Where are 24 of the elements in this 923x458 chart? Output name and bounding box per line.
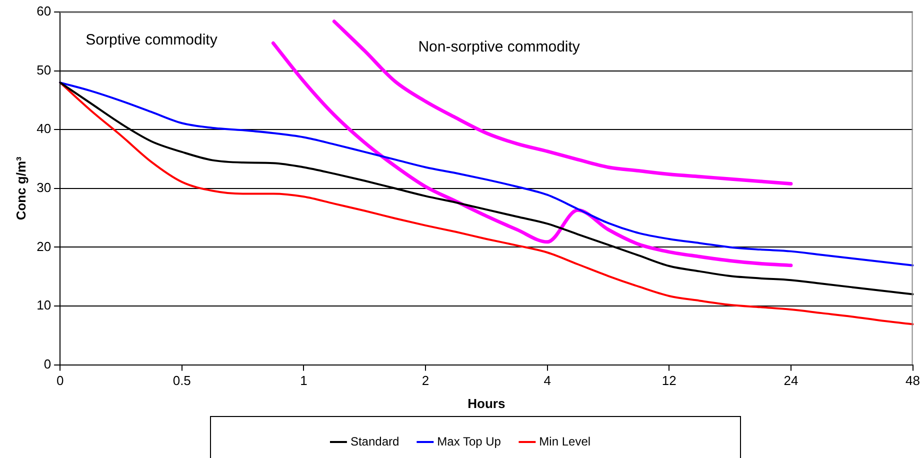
- x-tick-label: 48: [906, 373, 920, 388]
- y-tick-label: 20: [36, 238, 52, 254]
- x-axis-title: Hours: [468, 396, 506, 411]
- y-tick-label: 50: [36, 62, 52, 78]
- x-tick-label: 4: [544, 373, 551, 388]
- y-tick-label: 40: [36, 121, 52, 136]
- y-axis-title: Conc g/m³: [13, 156, 28, 220]
- y-tick-label: 0: [44, 356, 52, 372]
- y-tick-label: 10: [36, 298, 52, 313]
- y-tick-label: 60: [36, 4, 52, 19]
- x-tick-label: 2: [422, 373, 430, 388]
- annotation: Sorptive commodity: [86, 31, 218, 48]
- x-tick-label: 24: [784, 373, 798, 388]
- legend-label: Standard: [350, 434, 400, 448]
- x-tick-label: 1: [300, 373, 308, 388]
- y-tick-label: 30: [36, 180, 52, 195]
- line-series: [332, 20, 793, 186]
- legend-label: Min Level: [539, 434, 591, 448]
- x-tick-label: 12: [662, 373, 676, 388]
- line-series: [271, 41, 793, 268]
- x-tick-label: 0: [56, 373, 64, 388]
- legend-label: Max Top Up: [437, 434, 502, 448]
- annotation: Non-sorptive commodity: [418, 38, 580, 56]
- x-tick-label: 0.5: [172, 373, 191, 388]
